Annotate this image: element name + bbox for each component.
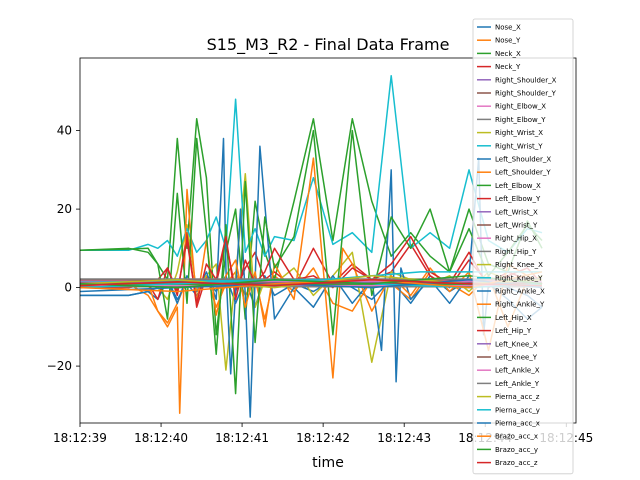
x-tick-label: 18:12:41: [215, 431, 269, 445]
chart-title: S15_M3_R2 - Final Data Frame: [207, 35, 450, 55]
legend-label: Right_Wrist_Y: [495, 142, 543, 150]
legend-label: Pierna_acc_y: [495, 406, 540, 414]
y-tick-label: 0: [64, 281, 72, 295]
legend-label: Neck_X: [495, 50, 521, 58]
legend-label: Right_Knee_X: [495, 261, 543, 269]
plot-frame: [79, 57, 577, 424]
legend-label: Right_Elbow_X: [495, 103, 546, 111]
x-tick-label: 18:12:39: [53, 431, 107, 445]
legend-label: Left_Wrist_Y: [495, 222, 538, 230]
x-tick-label: 18:12:40: [134, 431, 188, 445]
legend-label: Left_Knee_Y: [495, 354, 538, 362]
y-tick-label: −20: [47, 359, 72, 373]
x-tick-label: 18:12:43: [377, 431, 431, 445]
x-axis-label: time: [312, 455, 344, 471]
legend-label: Right_Hip_X: [495, 235, 537, 243]
y-tick-label: 40: [57, 124, 72, 138]
series-line-left-shoulder-y: [80, 157, 543, 414]
y-axis: −20 0 20 40: [47, 124, 80, 373]
y-tick-label: 20: [57, 202, 72, 216]
legend-label: Left_Ankle_Y: [495, 380, 540, 388]
legend-label: Right_Shoulder_X: [495, 76, 557, 84]
legend-label: Nose_Y: [495, 37, 521, 45]
legend-label: Left_Hip_X: [495, 314, 532, 322]
legend-label: Right_Elbow_Y: [495, 116, 546, 124]
legend-label: Left_Hip_Y: [495, 327, 532, 335]
legend-label: Left_Wrist_X: [495, 208, 538, 216]
legend-label: Right_Ankle_X: [495, 288, 545, 296]
legend-label: Left_Knee_X: [495, 340, 538, 348]
legend-label: Right_Wrist_X: [495, 129, 543, 137]
series-line-left-elbow-x: [80, 129, 543, 395]
legend: Nose_X Nose_Y Neck_X Neck_Y Right_Shoulder_X…: [472, 18, 574, 475]
legend-label: Left_Ankle_X: [495, 367, 540, 375]
legend-label: Right_Hip_Y: [495, 248, 537, 256]
legend-label: Left_Elbow_Y: [495, 195, 541, 203]
x-tick-label: 18:12:42: [296, 431, 350, 445]
legend-label: Right_Ankle_Y: [495, 301, 545, 309]
legend-label: Pierna_acc_x: [495, 420, 540, 428]
legend-label: Brazo_acc_y: [495, 446, 538, 454]
legend-box: [472, 18, 574, 475]
legend-label: Left_Shoulder_X: [495, 156, 551, 164]
legend-label: Left_Elbow_X: [495, 182, 541, 190]
legend-label: Pierna_acc_z: [495, 393, 540, 401]
legend-label: Left_Shoulder_Y: [495, 169, 551, 177]
legend-label: Brazo_acc_x: [495, 433, 538, 441]
legend-label: Right_Knee_Y: [495, 274, 543, 282]
legend-label: Brazo_acc_z: [495, 459, 538, 467]
legend-label: Right_Shoulder_Y: [495, 90, 557, 98]
legend-label: Nose_X: [495, 24, 521, 32]
legend-label: Neck_Y: [495, 63, 521, 71]
